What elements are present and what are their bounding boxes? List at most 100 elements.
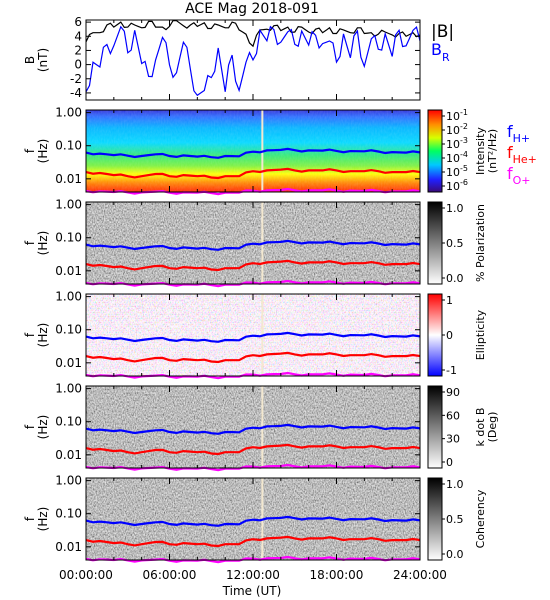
colorbar-tick-label: 0 <box>446 456 453 469</box>
colorbar-label-line: (nT²/Hz) <box>486 129 499 173</box>
figure-title: ACE Mag 2018-091 <box>185 1 319 17</box>
field-legend: |B| BR <box>431 22 454 64</box>
colorbar-tick-label: 10-6 <box>446 178 468 193</box>
y-tick-label: -2 <box>70 72 82 86</box>
colorbar-tick-label: -1 <box>446 364 457 377</box>
colorbar-tick-label: 0 <box>446 329 453 342</box>
colorbar-ellipticity: 1 0 -1 Ellipticity <box>427 293 487 377</box>
y-axis-label: f(Hz) <box>23 415 50 440</box>
series-line-b-total <box>85 20 421 48</box>
f-he-plus-line <box>85 535 421 548</box>
y-tick-label: 0 <box>74 58 82 72</box>
colorbar-tick-label: 10-2 <box>446 122 468 137</box>
f-he-plus-line <box>85 443 421 456</box>
y-tick-label: 1.00 <box>55 474 82 488</box>
y-axis-label: f(Hz) <box>23 231 50 256</box>
colorbar-tick-label: 1.0 <box>446 202 464 215</box>
y-tick-label: 6 <box>74 15 82 29</box>
colorbar-tick-label: 0.0 <box>446 272 464 285</box>
panel-kdotb: 1.00 0.10 0.01 f(Hz) 90 60 30 0 k dot B(Deg) <box>23 382 499 472</box>
panels-layer: 6420-2-4B(nT)1.000.100.01f(Hz)10-110-210… <box>23 15 499 564</box>
y-axis-label-line: f <box>23 240 37 245</box>
frequency-legend: fH+ fHe+ fO+ <box>507 122 537 187</box>
f-h-plus-line <box>85 239 421 251</box>
y-tick-label: 0.01 <box>55 264 82 278</box>
y-tick-label: 0.10 <box>55 507 82 521</box>
x-tick-label: 24:00:00 <box>393 568 447 582</box>
y-tick-label: 0.10 <box>55 231 82 245</box>
colorbar-tick-label: 90 <box>446 386 460 399</box>
colorbar-label: k dot B(Deg) <box>474 408 499 447</box>
colorbar-coherency: 1.0 0.5 0.0 Coherency <box>427 477 487 561</box>
f-h-plus-line <box>85 423 421 435</box>
panel-ellipticity: 1.00 0.10 0.01 f(Hz) 1 0 -1 Ellipticity <box>23 290 487 380</box>
y-tick-label: 1.00 <box>55 290 82 304</box>
f-he-plus-line <box>85 259 421 272</box>
y-axis-label: f(Hz) <box>23 323 50 348</box>
y-axis-label-line: f <box>23 148 37 153</box>
series-line-b-r <box>85 25 421 97</box>
colorbar-label-line: Coherency <box>474 489 487 548</box>
y-axis-label-line: (Hz) <box>36 323 50 348</box>
colorbar-kdotb: 90 60 30 0 k dot B(Deg) <box>427 385 499 469</box>
y-axis-label: f(Hz) <box>23 507 50 532</box>
y-axis-label-line: B <box>23 56 37 64</box>
colorbar-label: Intensity(nT²/Hz) <box>474 127 499 175</box>
y-tick-label: 1.00 <box>55 198 82 212</box>
f-h-plus-line <box>85 515 421 527</box>
legend-f-o: fO+ <box>507 164 531 187</box>
f-h-plus-line <box>85 147 421 159</box>
x-tick-label: 00:00:00 <box>59 568 113 582</box>
colorbar-polarization: 1.0 0.5 0.0 % Polarization <box>427 201 487 285</box>
y-axis-label-line: f <box>23 516 37 521</box>
colorbar-tick-label: 1 <box>446 294 453 307</box>
time-axis: Time (UT) 00:00:00 06:00:00 12:00:00 18:00:… <box>59 568 447 598</box>
colorbar-gradient <box>427 385 443 469</box>
colorbar-tick-label: 10-5 <box>446 164 468 179</box>
y-tick-label: 4 <box>74 29 82 43</box>
colorbar-gradient <box>427 109 443 193</box>
colorbar-label-line: (Deg) <box>486 412 499 443</box>
y-tick-label: 2 <box>74 43 82 57</box>
colorbar-label-line: Ellipticity <box>474 309 487 360</box>
colorbar-label: Coherency <box>474 489 487 548</box>
colorbar-label-line: Intensity <box>474 127 487 175</box>
y-axis-label: B(nT) <box>23 48 50 72</box>
y-axis-label-line: (Hz) <box>36 139 50 164</box>
y-tick-label: 0.01 <box>55 448 82 462</box>
legend-f-he: fHe+ <box>507 143 537 166</box>
f-he-plus-line <box>85 351 421 364</box>
f-h-plus-line <box>85 331 421 343</box>
colorbar-gradient <box>427 201 443 285</box>
colorbar-intensity: 10-110-210-310-410-510-6 Intensity(nT²/Hz… <box>427 108 499 193</box>
x-axis-label: Time (UT) <box>222 584 282 598</box>
legend-b-r: BR <box>431 40 450 64</box>
x-tick-label: 06:00:00 <box>143 568 197 582</box>
y-axis-label: f(Hz) <box>23 139 50 164</box>
colorbar-tick-label: 10-4 <box>446 150 468 165</box>
colorbar-tick-label: 0.5 <box>446 513 464 526</box>
y-tick-label: -4 <box>70 86 82 100</box>
colorbar-tick-label: 1.0 <box>446 478 464 491</box>
y-tick-label: 0.10 <box>55 415 82 429</box>
panel-intensity: 1.00 0.10 0.01 f(Hz) 10-110-210-310-410-510-… <box>23 106 499 196</box>
y-tick-label: 0.01 <box>55 172 82 186</box>
colorbar-tick-label: 0.5 <box>446 237 464 250</box>
panel-polarization: 1.00 0.10 0.01 f(Hz) 1.0 0.5 0.0 % Polarization <box>23 198 487 288</box>
y-tick-label: 0.01 <box>55 356 82 370</box>
x-tick-label: 12:00:00 <box>226 568 280 582</box>
x-tick-label: 18:00:00 <box>310 568 364 582</box>
colorbar-gradient <box>427 293 443 377</box>
y-tick-label: 1.00 <box>55 106 82 120</box>
colorbar-label: Ellipticity <box>474 309 487 360</box>
colorbar-tick-label: 10-1 <box>446 108 468 123</box>
colorbar-tick-label: 30 <box>446 433 460 446</box>
f-he-plus-line <box>85 167 421 180</box>
colorbar-label-line: % Polarization <box>474 204 487 282</box>
y-axis-label-line: (Hz) <box>36 507 50 532</box>
y-axis-label-line: f <box>23 424 37 429</box>
panel-coherency: 1.00 0.10 0.01 f(Hz) 1.0 0.5 0.0 Coherency <box>23 474 487 564</box>
y-tick-label: 1.00 <box>55 382 82 396</box>
y-tick-label: 0.10 <box>55 139 82 153</box>
